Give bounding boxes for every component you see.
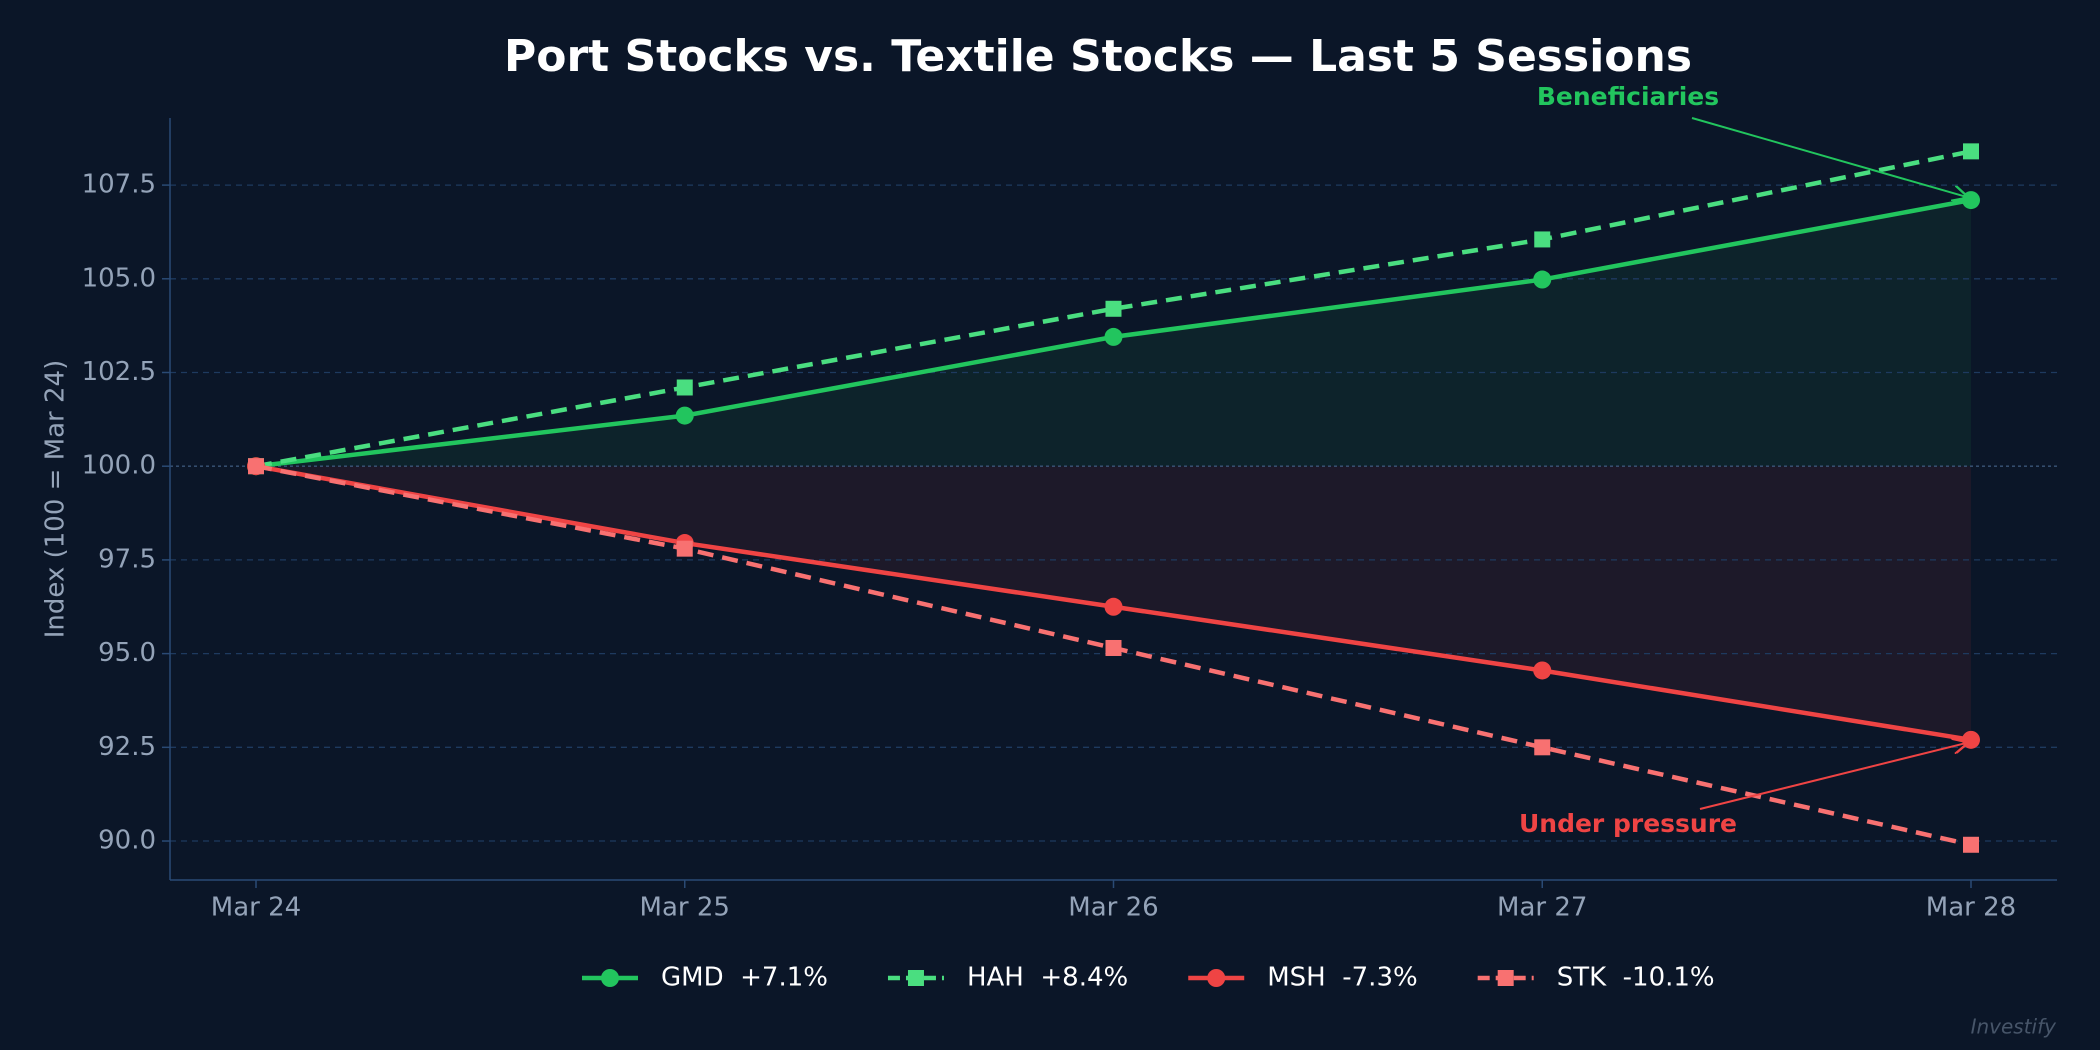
y-tick-label: 100.0	[82, 451, 156, 481]
y-tick-label: 97.5	[98, 544, 156, 574]
x-tick-label: Mar 27	[1497, 893, 1587, 923]
point	[1534, 739, 1551, 756]
y-tick-label: 105.0	[82, 263, 156, 293]
legend-item: GMD +7.1%	[582, 963, 828, 993]
area-fill	[256, 200, 1971, 467]
point	[1104, 327, 1123, 346]
point	[676, 540, 693, 557]
point	[1533, 270, 1552, 289]
legend-marker	[1497, 970, 1514, 986]
point	[248, 458, 264, 475]
point	[1533, 661, 1552, 680]
watermark: Investify	[1971, 1015, 2058, 1039]
legend-label: MSH -7.3%	[1267, 963, 1417, 993]
x-tick-label: Mar 25	[640, 893, 730, 923]
y-tick-label: 107.5	[82, 170, 156, 200]
y-tick-label: 102.5	[82, 357, 156, 387]
legend-label: GMD +7.1%	[661, 963, 828, 993]
y-tick-label: 90.0	[98, 826, 156, 856]
point	[1963, 143, 1979, 160]
x-tick-label: Mar 28	[1926, 893, 2016, 923]
legend-label: STK -10.1%	[1557, 963, 1715, 993]
y-tick-label: 95.0	[98, 638, 156, 668]
point	[676, 379, 693, 396]
legend-marker	[907, 970, 924, 986]
point	[1105, 300, 1122, 317]
y-axis-label: Index (100 = Mar 24)	[41, 360, 71, 638]
legend-marker	[601, 969, 619, 987]
point	[1962, 730, 1980, 749]
annotation-arrow	[1691, 117, 1967, 197]
series-line	[255, 149, 1972, 469]
x-tick-label: Mar 24	[211, 893, 301, 923]
legend-label: HAH +8.4%	[967, 963, 1128, 993]
point	[675, 406, 694, 425]
x-tick-label: Mar 26	[1068, 893, 1158, 923]
chart-title: Port Stocks vs. Textile Stocks — Last 5 …	[504, 31, 1692, 82]
point	[1963, 836, 1979, 853]
annotation-arrow	[1699, 743, 1967, 810]
legend-item: HAH +8.4%	[887, 963, 1128, 993]
point	[1104, 597, 1123, 616]
point	[1105, 639, 1122, 656]
legend-item: STK -10.1%	[1477, 963, 1715, 993]
annotation: Under pressure	[1519, 809, 1737, 838]
point	[1534, 231, 1551, 248]
annotation: Beneficiaries	[1537, 82, 1719, 111]
legend-marker	[1207, 969, 1226, 987]
legend: GMD +7.1% HAH +8.4% MSH -7.3% STK -10.1%	[582, 963, 1715, 993]
point	[1962, 191, 1980, 210]
y-tick-label: 92.5	[98, 732, 156, 762]
legend-item: MSH -7.3%	[1188, 963, 1418, 993]
